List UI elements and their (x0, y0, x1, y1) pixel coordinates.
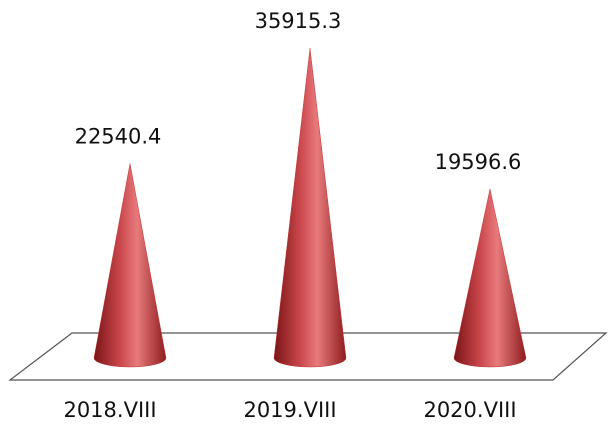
x-tick-label: 2018.VIII (63, 398, 156, 422)
cone-body (453, 188, 527, 368)
cone-body (273, 47, 347, 368)
value-label: 22540.4 (75, 124, 162, 148)
x-tick-label: 2019.VIII (243, 398, 336, 422)
cone (273, 47, 347, 368)
cone (453, 188, 527, 368)
cone-body (93, 163, 167, 368)
cone (93, 163, 167, 368)
value-label: 19596.6 (435, 150, 522, 174)
x-tick-label: 2020.VIII (423, 398, 516, 422)
value-label: 35915.3 (255, 9, 342, 33)
